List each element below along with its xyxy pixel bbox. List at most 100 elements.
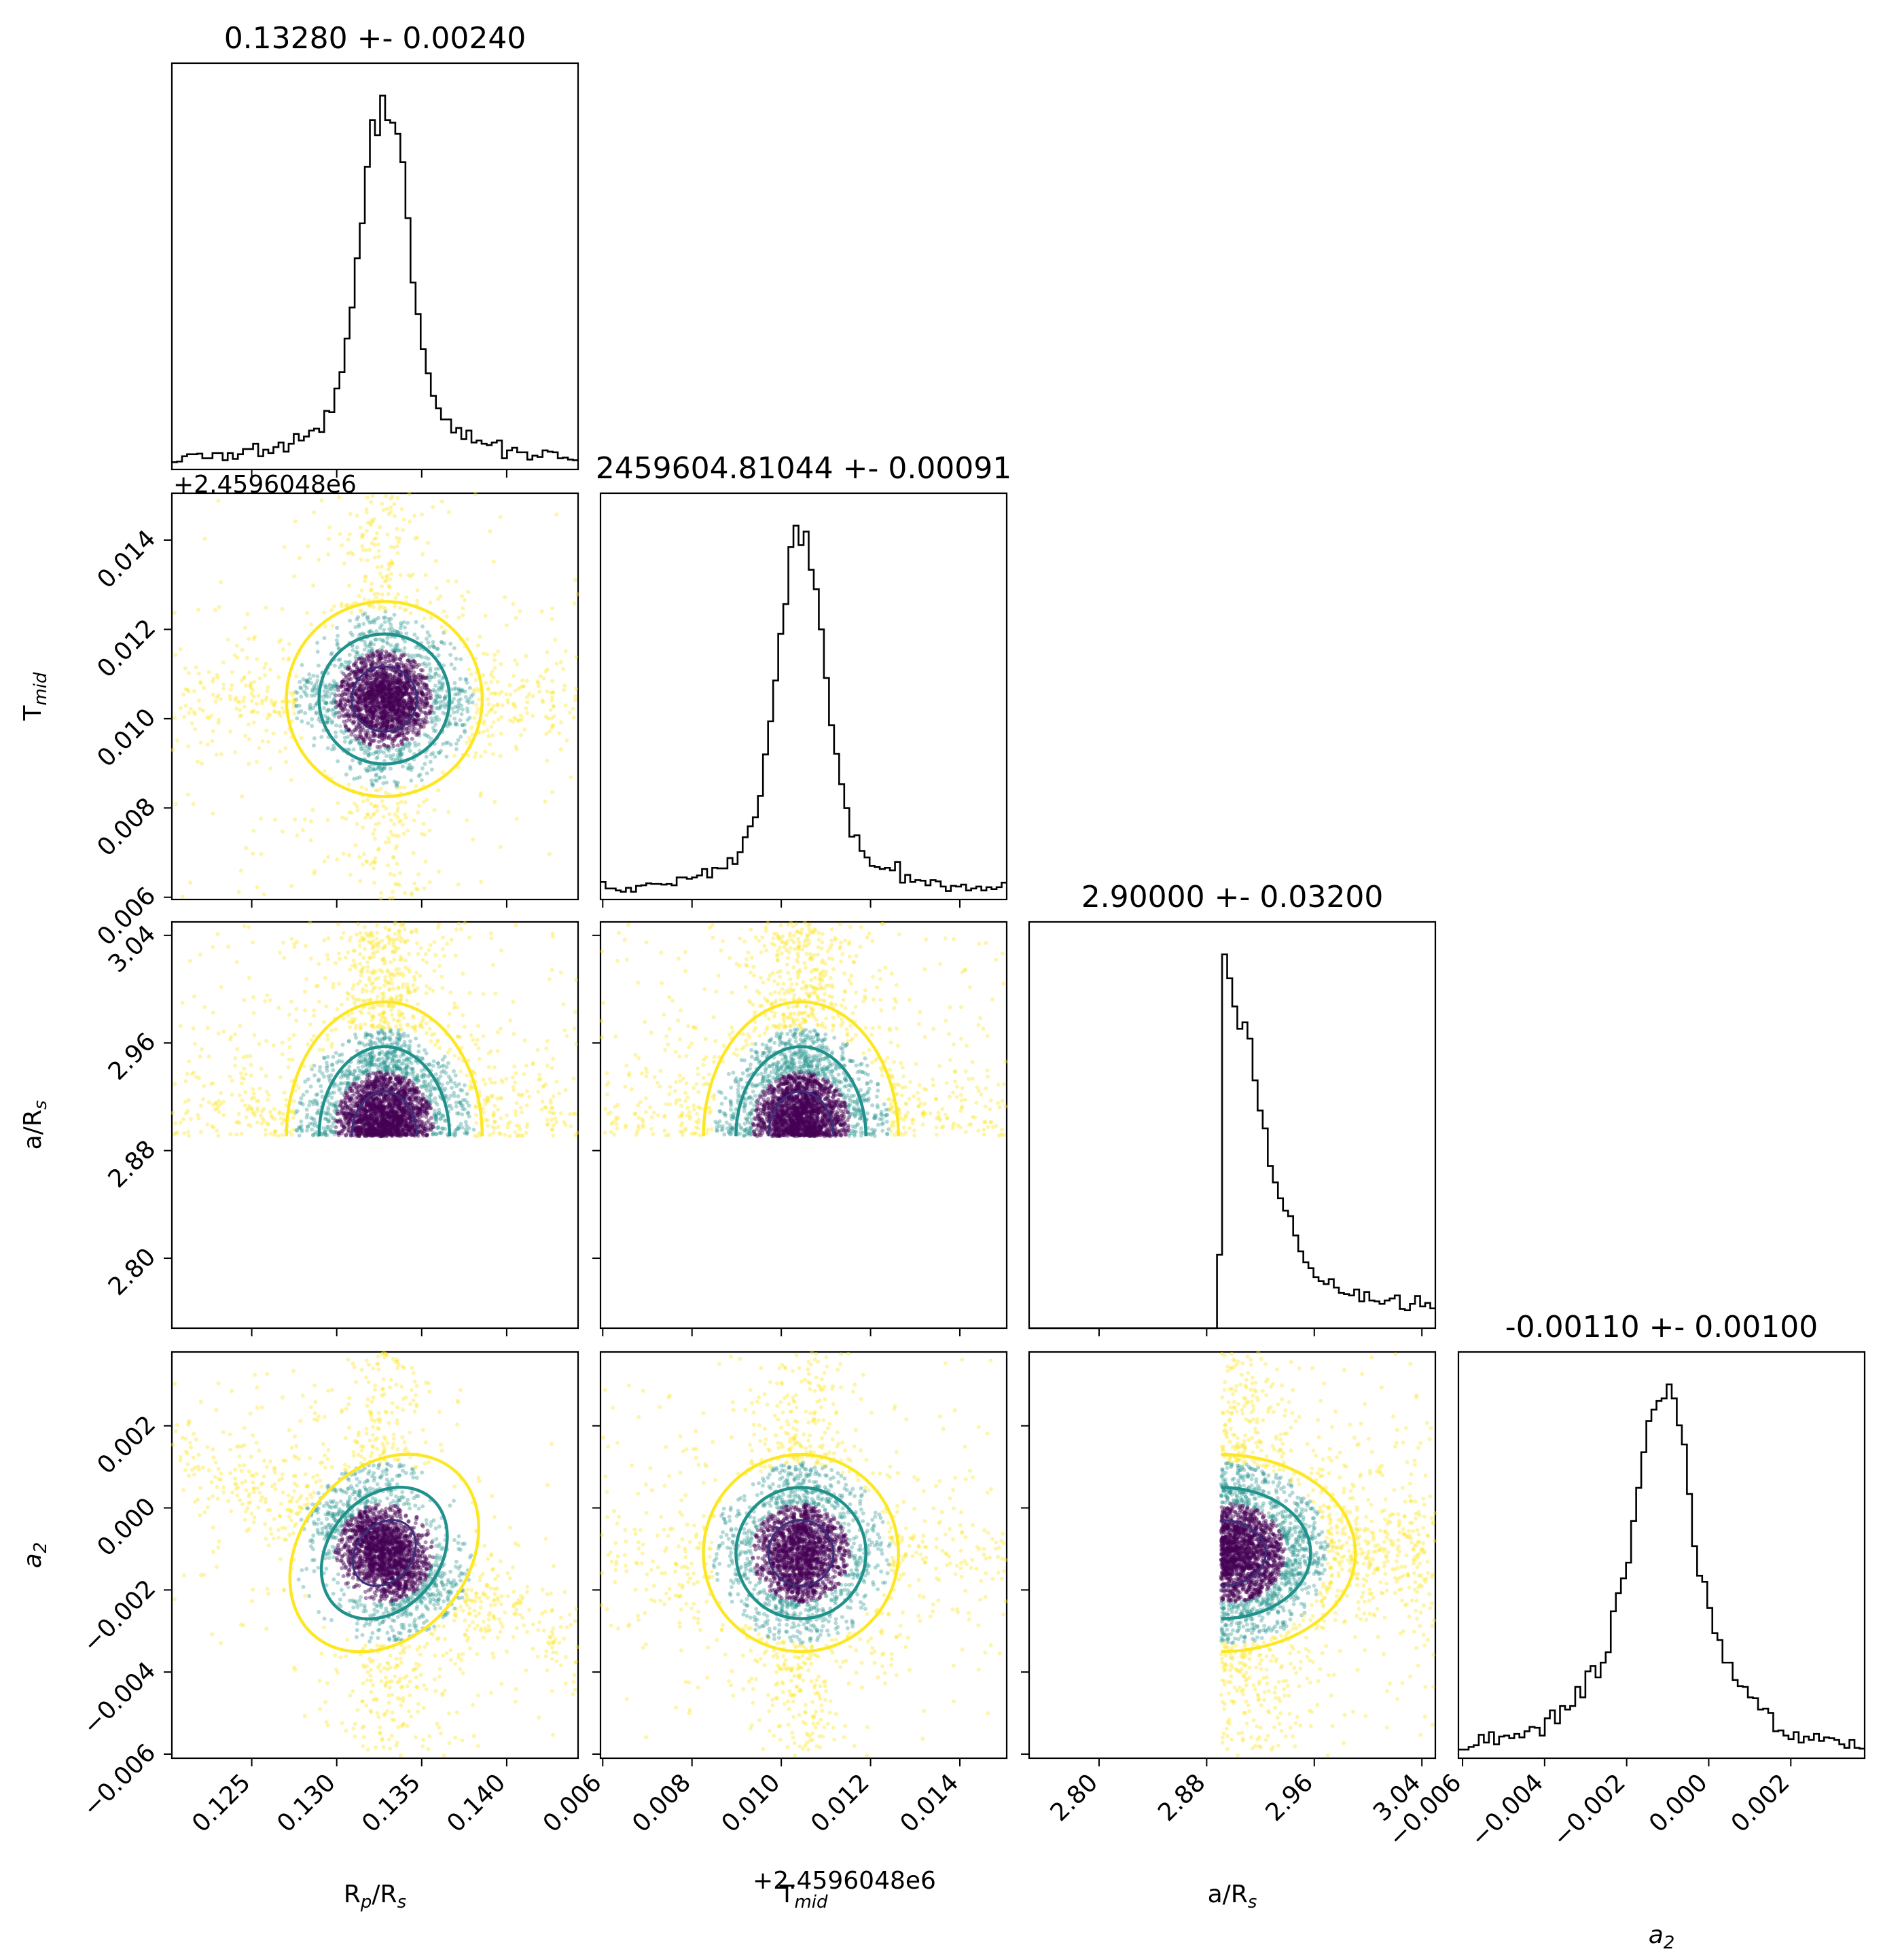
scatter-point [348, 653, 352, 657]
scatter-point [289, 884, 293, 888]
scatter-point [216, 932, 220, 936]
scatter-point [361, 739, 365, 743]
scatter-point [363, 579, 367, 583]
scatter-point [189, 707, 193, 711]
scatter-point [514, 1113, 518, 1117]
scatter-point [569, 775, 573, 779]
scatter-point [393, 605, 397, 609]
scatter-point [305, 686, 309, 690]
scatter-point [361, 622, 365, 626]
scatter-point [395, 703, 399, 707]
scatter-point [385, 507, 389, 511]
scatter-point [428, 601, 432, 605]
scatter-point [174, 1122, 178, 1126]
scatter-point [540, 1107, 544, 1111]
scatter-point [336, 801, 340, 805]
scatter-point [437, 923, 441, 927]
scatter-point [357, 742, 361, 746]
scatter-point [323, 976, 327, 980]
scatter-point [303, 817, 307, 821]
scatter-point [378, 626, 382, 630]
scatter-point [369, 588, 373, 592]
scatter-point [429, 616, 433, 620]
scatter-point [272, 1107, 276, 1111]
scatter-point [351, 669, 355, 673]
scatter-point [519, 733, 523, 737]
scatter-point [257, 746, 262, 750]
scatter-point [317, 999, 321, 1003]
scatter-point [249, 683, 253, 688]
scatter-point [430, 768, 434, 772]
scatter-point [492, 692, 497, 696]
scatter-point [196, 608, 200, 612]
scatter-point [424, 952, 428, 956]
scatter-point [522, 728, 526, 732]
scatter-point [408, 655, 412, 659]
scatter-point [477, 698, 481, 702]
scatter-point [317, 664, 321, 668]
scatter-point [234, 1133, 238, 1137]
scatter-point [393, 654, 397, 658]
scatter-point [344, 772, 348, 777]
scatter-point [550, 698, 554, 702]
scatter-point [396, 802, 400, 806]
scatter-point [387, 927, 391, 931]
scatter-point [199, 1130, 203, 1134]
scatter-point [245, 656, 249, 660]
scatter-point [545, 650, 550, 654]
scatter-point [399, 800, 404, 804]
scatter-point [307, 672, 311, 676]
scatter-point [395, 630, 399, 634]
scatter-point [200, 1047, 204, 1051]
histogram-step-line [600, 526, 1007, 892]
scatter-point [408, 662, 412, 666]
scatter-point [355, 776, 359, 780]
scatter-point [466, 1111, 470, 1115]
scatter-point [448, 1012, 452, 1016]
scatter-point [330, 1042, 334, 1046]
scatter-point [334, 734, 338, 738]
scatter-point [366, 615, 370, 619]
scatter-point [306, 680, 310, 684]
scatter-point [432, 940, 436, 944]
scatter-point [342, 692, 346, 696]
scatter-point [344, 712, 348, 716]
scatter-point [366, 696, 370, 700]
scatter-point [325, 1069, 329, 1073]
scatter-point [386, 970, 390, 974]
scatter-point [415, 636, 419, 640]
scatter-point [365, 529, 369, 533]
scatter-point [425, 771, 429, 775]
scatter-point [429, 705, 433, 709]
scatter-point [459, 657, 463, 661]
scatter-point [482, 652, 486, 656]
histogram-step-line [1458, 1385, 1865, 1749]
scatter-point [455, 710, 459, 714]
scatter-point [393, 514, 397, 518]
scatter-point [465, 681, 469, 685]
scatter-point [406, 745, 410, 749]
scatter-point [454, 747, 459, 751]
scatter-point [281, 706, 285, 710]
scatter-point [370, 494, 374, 498]
scatter-point [382, 715, 386, 719]
scatter-point [377, 1057, 381, 1061]
scatter-point [459, 735, 463, 739]
scatter-point [486, 686, 490, 690]
scatter-point [461, 1013, 465, 1017]
scatter-point [272, 702, 276, 707]
scatter-point [368, 642, 372, 646]
scatter-point [452, 666, 456, 671]
scatter-point [432, 969, 436, 973]
scatter-point [457, 1056, 461, 1061]
scatter-point [427, 634, 431, 638]
scatter-point [368, 816, 372, 820]
scatter-point [228, 730, 232, 734]
scatter-point [448, 653, 452, 657]
scatter-point [414, 970, 418, 974]
scatter-point [338, 724, 342, 728]
scatter-point [318, 1065, 322, 1069]
scatter-point [452, 681, 456, 685]
scatter-point [183, 704, 187, 708]
scatter-point [370, 582, 374, 586]
